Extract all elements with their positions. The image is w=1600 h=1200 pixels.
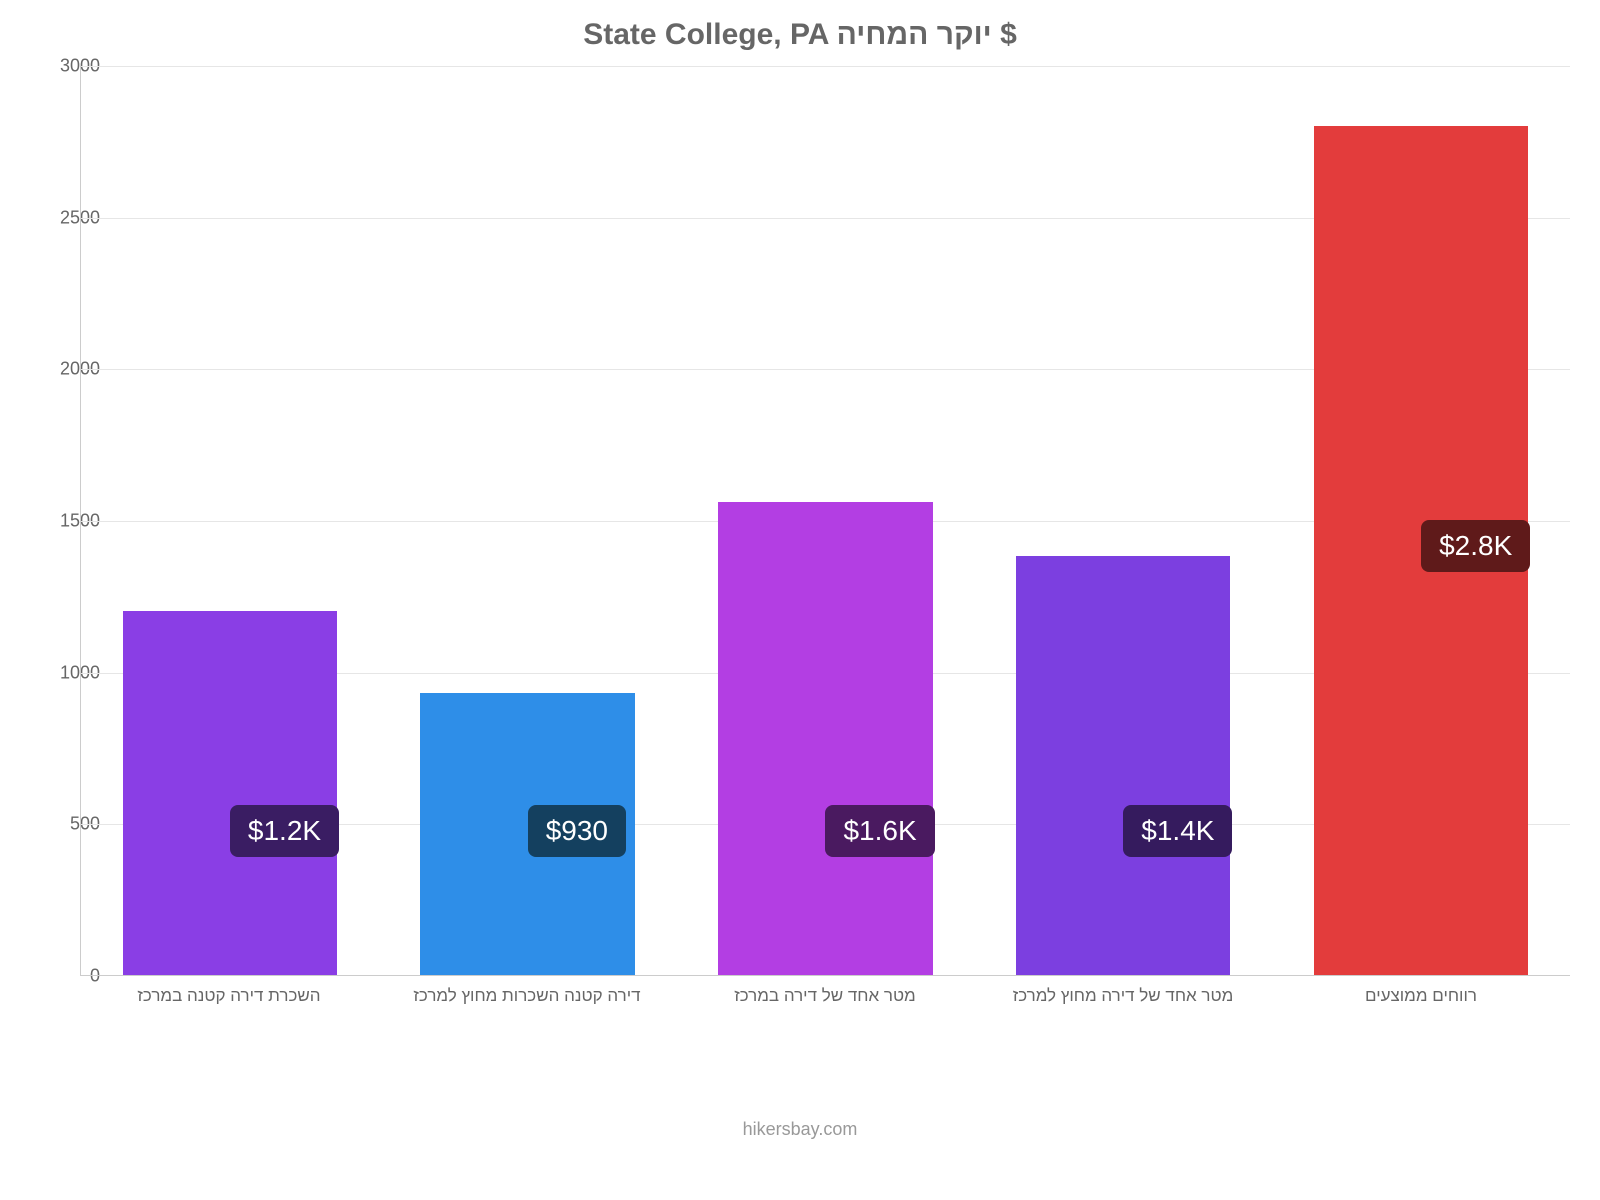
plot-area: $1.2K $930 $1.6K $1.4K $2.8K xyxy=(80,66,1570,976)
bar-value-label: $1.2K xyxy=(230,805,339,857)
x-axis-label: רווחים ממוצעים xyxy=(1272,986,1570,1006)
bar-value-label: $930 xyxy=(528,805,626,857)
bar-slot: $2.8K xyxy=(1272,66,1570,975)
bar xyxy=(1016,556,1230,975)
chart-title: State College, PA יוקר המחיה $ xyxy=(0,18,1600,52)
x-axis-labels: השכרת דירה קטנה במרכזדירה קטנה השכרות מח… xyxy=(80,986,1570,1006)
bar-value-label: $1.6K xyxy=(825,805,934,857)
x-axis-label: מטר אחד של דירה מחוץ למרכז xyxy=(974,986,1272,1006)
bar xyxy=(718,502,932,975)
bar-value-label: $2.8K xyxy=(1421,520,1530,572)
bar-slot: $1.4K xyxy=(974,66,1272,975)
bar-slot: $1.2K xyxy=(81,66,379,975)
bar-slot: $1.6K xyxy=(677,66,975,975)
bar-value-label: $1.4K xyxy=(1123,805,1232,857)
bars-container: $1.2K $930 $1.6K $1.4K $2.8K xyxy=(81,66,1570,975)
cost-of-living-chart: State College, PA יוקר המחיה $ 050010001… xyxy=(0,0,1600,1200)
bar-slot: $930 xyxy=(379,66,677,975)
footer-credit: hikersbay.com xyxy=(0,1119,1600,1140)
x-axis-label: דירה קטנה השכרות מחוץ למרכז xyxy=(378,986,676,1006)
x-axis-label: השכרת דירה קטנה במרכז xyxy=(80,986,378,1006)
x-axis-label: מטר אחד של דירה במרכז xyxy=(676,986,974,1006)
bar xyxy=(123,611,337,975)
